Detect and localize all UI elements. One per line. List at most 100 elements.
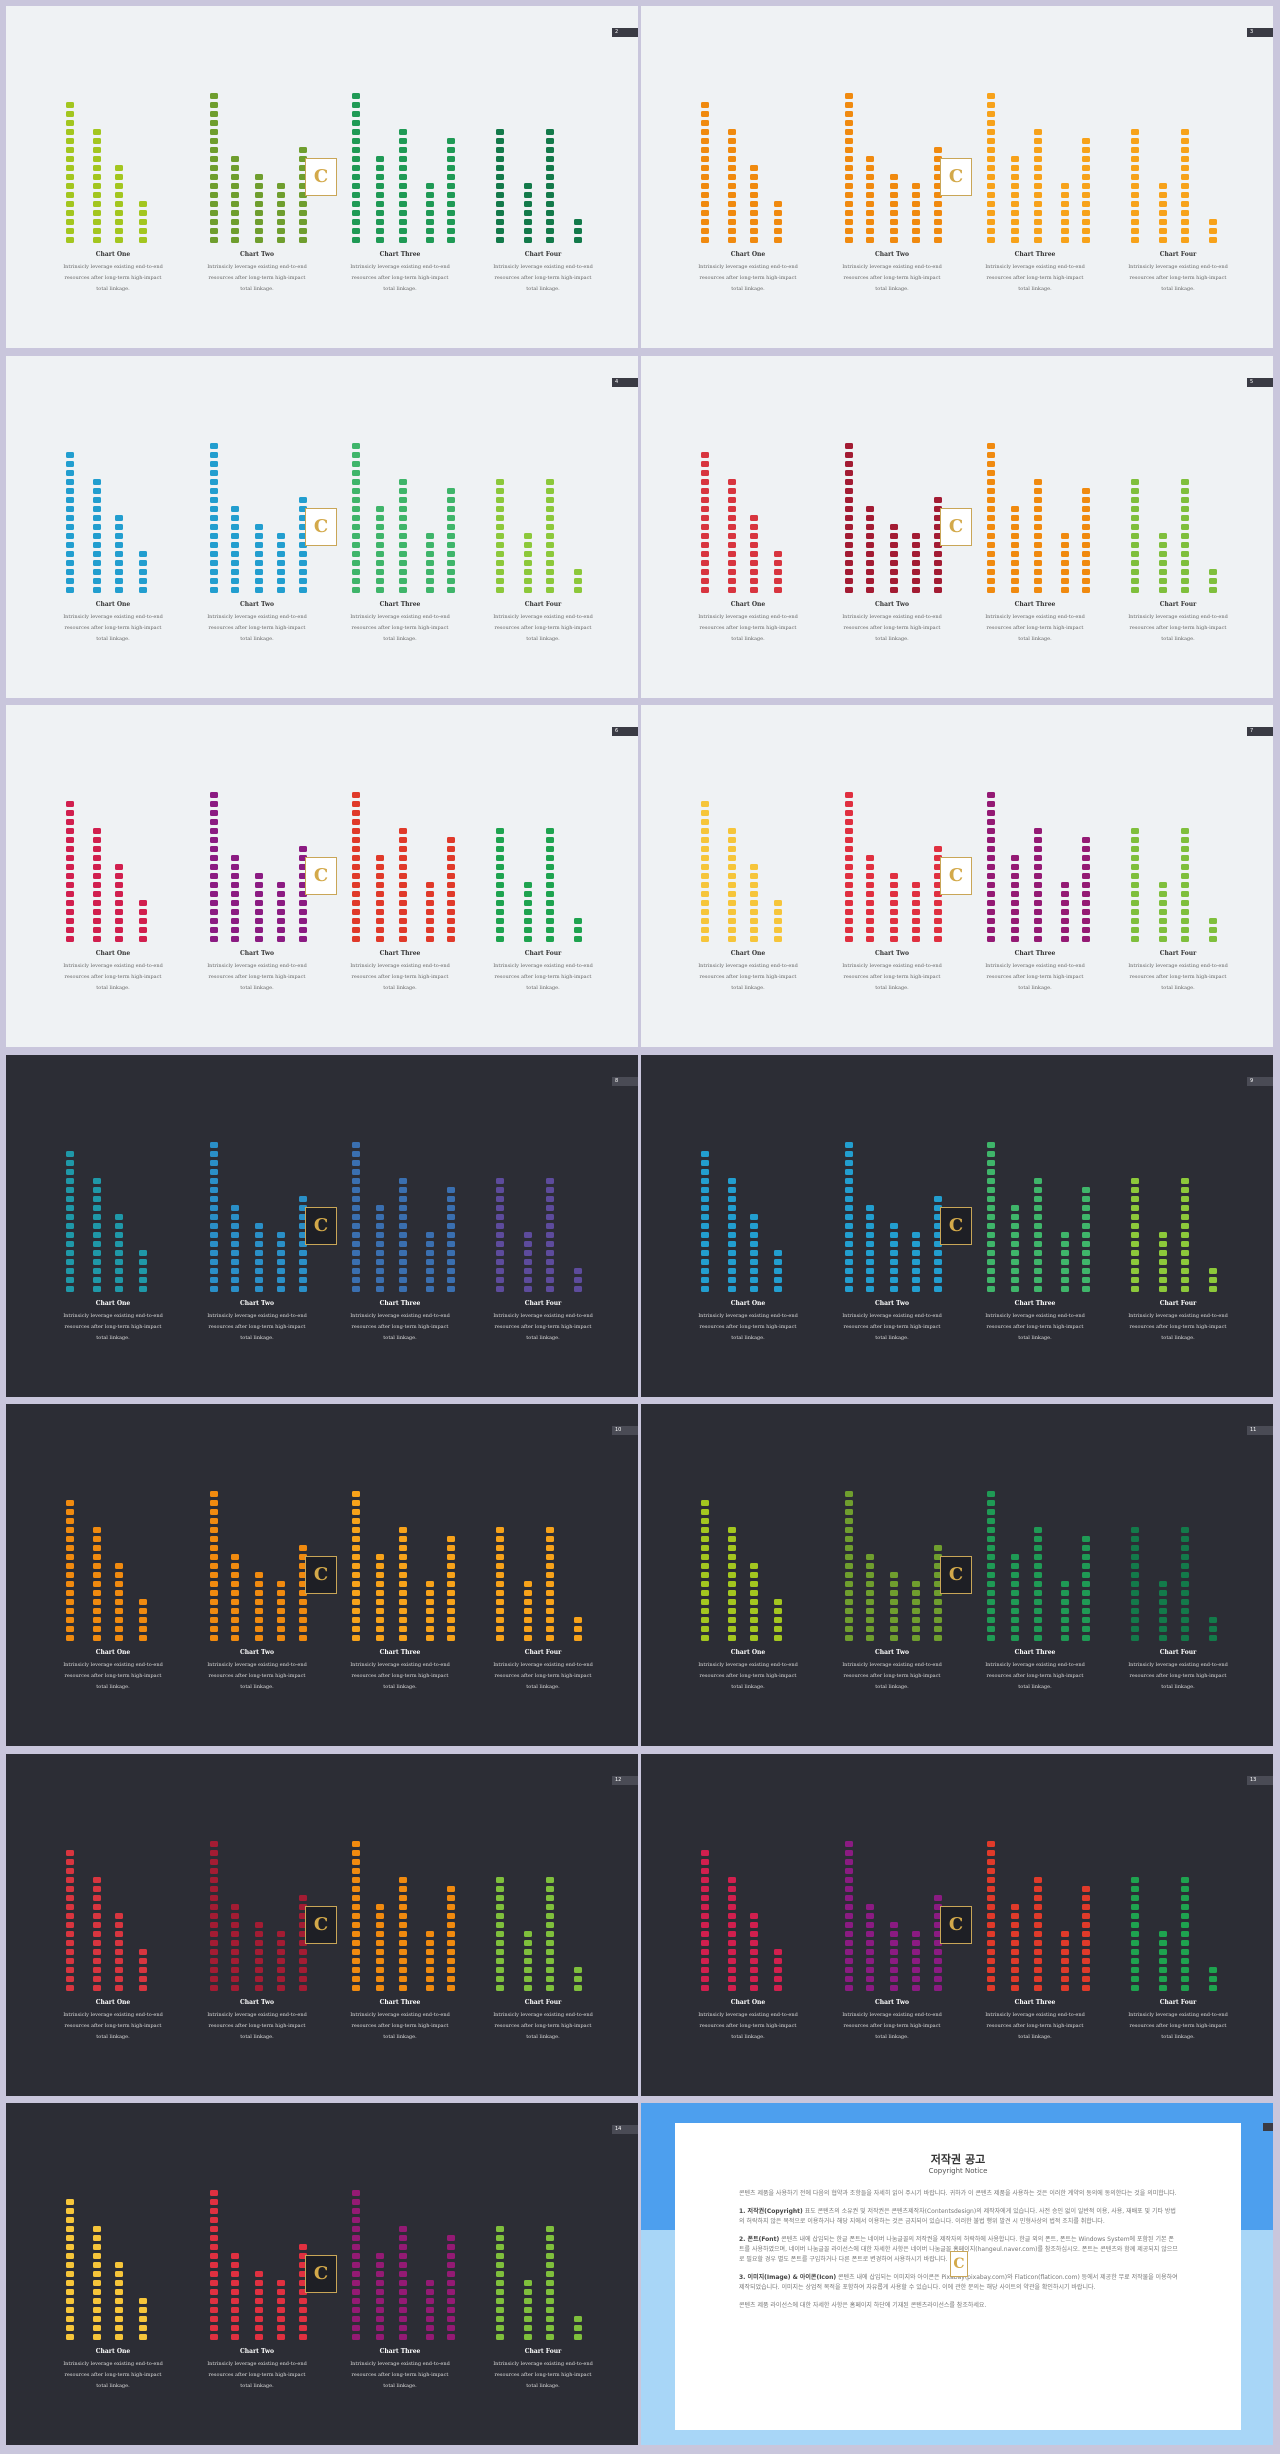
bar-segment [210,891,218,897]
bar-segment [987,461,995,467]
bar-segment [524,2289,532,2295]
bar-segment [546,2271,554,2277]
bar-segment [1209,569,1217,575]
bar-segment [352,1259,360,1265]
bar-segment [728,1196,736,1202]
bar-segment [496,1563,504,1569]
bar-segment [93,479,101,485]
bar-segment [1082,1976,1090,1982]
bar-segment [210,1958,218,1964]
bar-segment [66,452,74,458]
chart-description: Intrinsicly leverage existing end-to-end… [1128,1660,1228,1693]
bar-segment [987,1626,995,1632]
bar-segment [376,1635,384,1641]
bar-segment [447,524,455,530]
bar-segment [987,237,995,243]
bar-segment [447,1232,455,1238]
bar-segment [399,488,407,494]
bar-segment [447,1554,455,1560]
chart-description: Intrinsicly leverage existing end-to-end… [842,612,942,645]
bar-segment [1159,1259,1167,1265]
bar-segment [890,192,898,198]
bar-segment [750,1617,758,1623]
bar-segment [352,1608,360,1614]
bar-segment [1034,1617,1042,1623]
bar-segment [866,882,874,888]
bar-segment [1131,569,1139,575]
bar-segment [1011,542,1019,548]
bar-segment [546,1635,554,1641]
bar-segment [728,219,736,225]
bar-segment [1082,1250,1090,1256]
bar-segment [866,156,874,162]
bar-segment [701,1985,709,1991]
bar-segment [399,1931,407,1937]
bar-segment [934,497,942,503]
bar-segment [1034,1590,1042,1596]
bar-segment [845,237,853,243]
bar-segment [701,1286,709,1292]
bar-segment [115,201,123,207]
bar-segment [1034,1214,1042,1220]
bar-segment [496,237,504,243]
bar-segment [1181,1259,1189,1265]
bar-segment [66,1626,74,1632]
bar-segment [845,1563,853,1569]
bar-segment [255,1286,263,1292]
bar-segment [447,2325,455,2331]
bar-segment [277,1286,285,1292]
bar-segment [1082,578,1090,584]
bar-segment [139,1635,147,1641]
bar-segment [866,1554,874,1560]
bar-segment [866,1214,874,1220]
bar-segment [255,569,263,575]
bar-segment [845,1545,853,1551]
bar-segment [1082,1608,1090,1614]
chart-description: Intrinsicly leverage existing end-to-end… [207,262,307,295]
bar-segment [890,569,898,575]
bar-segment [524,900,532,906]
bar-segment [1159,1617,1167,1623]
bar-segment [139,2334,147,2340]
bar-segment [352,2325,360,2331]
bar-segment [728,1545,736,1551]
bar-segment [93,864,101,870]
bar-segment [210,219,218,225]
bar-segment [447,2334,455,2340]
chart-description: Intrinsicly leverage existing end-to-end… [207,961,307,994]
bar-segment [376,1617,384,1623]
bar-segment [426,237,434,243]
bar-segment [231,1608,239,1614]
bar-segment [277,891,285,897]
bar-segment [255,578,263,584]
bar-segment [66,515,74,521]
bar-segment [701,1976,709,1982]
bar-segment [210,1286,218,1292]
bar-segment [66,165,74,171]
bar-segment [546,1187,554,1193]
bar-segment [496,1581,504,1587]
bar-segment [93,927,101,933]
bar-segment [1034,1536,1042,1542]
bar-segment [1034,1976,1042,1982]
bar-segment [701,1151,709,1157]
bar-segment [890,1599,898,1605]
bar-segment [1061,1232,1069,1238]
bar-segment [1034,1581,1042,1587]
bar-segment [890,1985,898,1991]
bar-segment [139,1967,147,1973]
bar-segment [890,1976,898,1982]
bar-segment [399,1635,407,1641]
chart-title: Chart One [58,1999,168,2006]
bar-segment [987,1599,995,1605]
bar-segment [496,488,504,494]
bar-segment [1061,1967,1069,1973]
bar-segment [1034,1187,1042,1193]
chart-title: Chart Three [345,1999,455,2006]
bar-segment [1181,1895,1189,1901]
bar-segment [496,569,504,575]
bar-segment [866,927,874,933]
bar-segment [912,1617,920,1623]
bar-segment [399,1205,407,1211]
bar-segment [352,2235,360,2241]
